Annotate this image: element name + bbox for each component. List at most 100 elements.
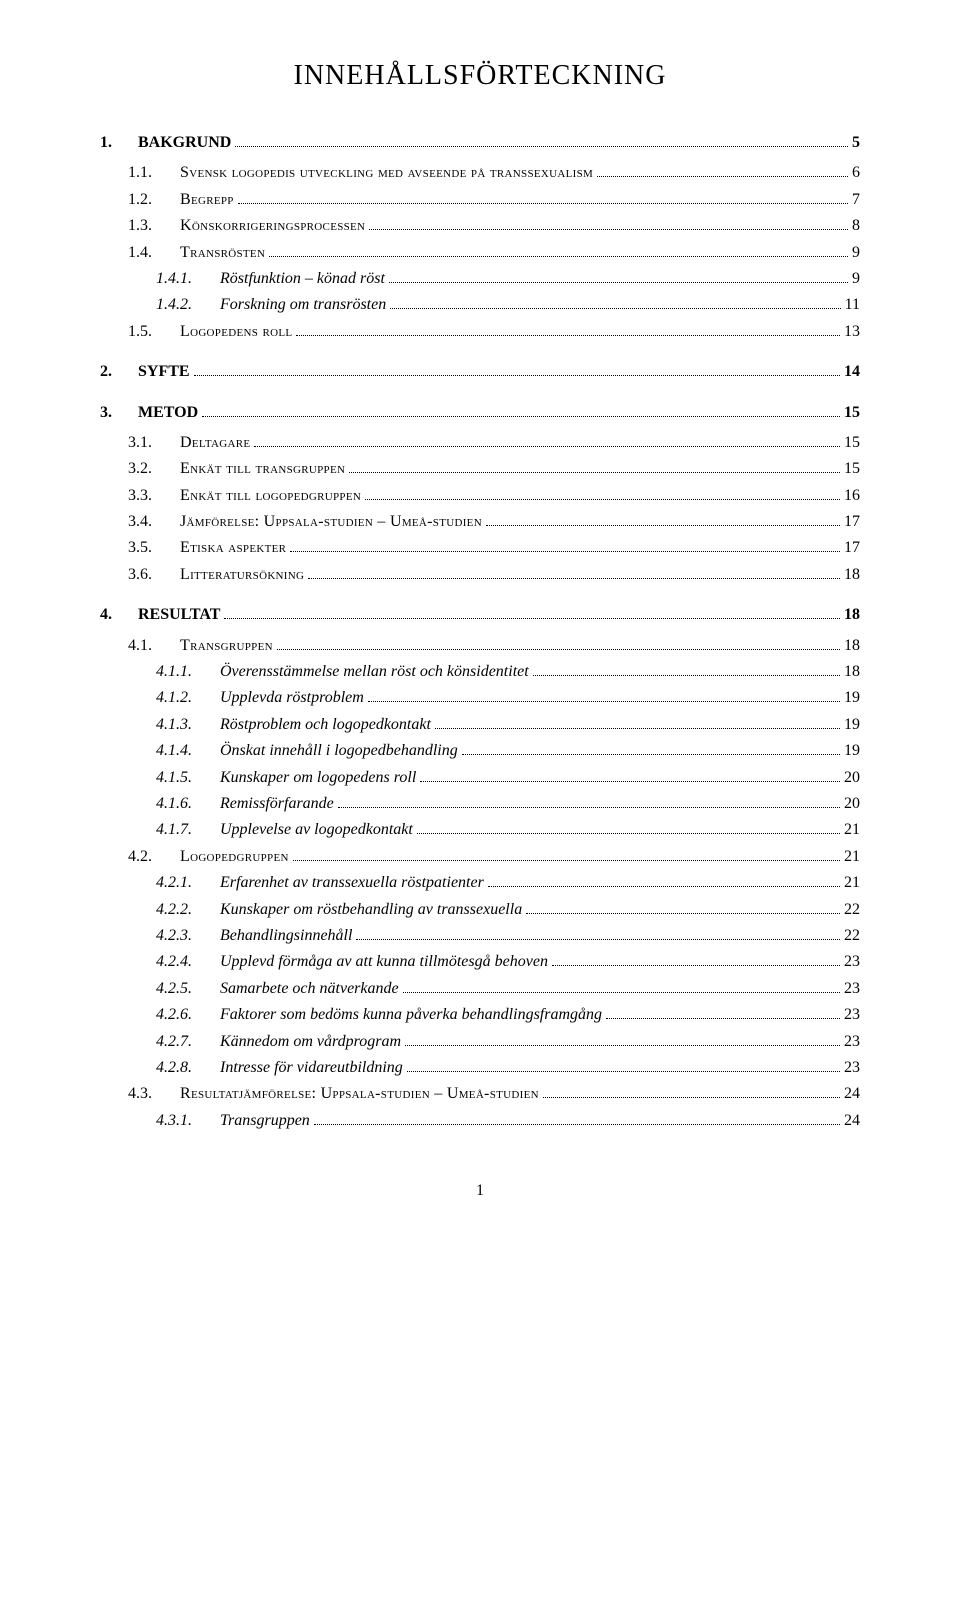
toc-entry-number: 4.1.3. xyxy=(156,712,210,738)
toc-entry-page: 23 xyxy=(844,1055,860,1081)
toc-entry-page: 13 xyxy=(844,319,860,345)
toc-entry-page: 21 xyxy=(844,817,860,843)
toc-leader-dots xyxy=(368,701,840,702)
toc-entry: 4.2.5. Samarbete och nätverkande 23 xyxy=(156,976,860,1002)
toc-entry: 4.2.6.Faktorer som bedöms kunna påverka … xyxy=(156,1002,860,1028)
toc-entry-number: 1.1. xyxy=(128,160,170,186)
toc-leader-dots xyxy=(435,728,840,729)
toc-entry-number: 4.1. xyxy=(128,633,170,659)
toc-entry-page: 21 xyxy=(844,844,860,870)
toc-entry-page: 20 xyxy=(844,791,860,817)
toc-entry-page: 21 xyxy=(844,870,860,896)
toc-entry-label: METOD xyxy=(138,400,198,426)
toc-entry-number: 4.2.2. xyxy=(156,897,210,923)
toc-entry-number: 3.6. xyxy=(128,562,170,588)
toc-entry: 2.SYFTE14 xyxy=(100,359,860,385)
toc-entry-label: Samarbete och nätverkande xyxy=(220,976,399,1002)
toc-leader-dots xyxy=(606,1018,840,1019)
toc-entry-label: Transgruppen xyxy=(180,633,273,659)
toc-entry-number: 3.2. xyxy=(128,456,170,482)
toc-entry-label: Begrepp xyxy=(180,187,234,213)
toc-entry-page: 5 xyxy=(852,130,860,156)
toc-leader-dots xyxy=(417,833,840,834)
toc-entry-number: 4.1.1. xyxy=(156,659,210,685)
toc-leader-dots xyxy=(308,578,840,579)
toc-leader-dots xyxy=(338,807,840,808)
toc-entry: 4.RESULTAT18 xyxy=(100,602,860,628)
toc-entry-page: 19 xyxy=(844,712,860,738)
toc-entry-number: 3.5. xyxy=(128,535,170,561)
toc-entry-label: Enkät till transgruppen xyxy=(180,456,345,482)
toc-entry-number: 4.1.7. xyxy=(156,817,210,843)
toc-entry: 4.2.1.Erfarenhet av transsexuella röstpa… xyxy=(156,870,860,896)
toc-entry: 3.3.Enkät till logopedgruppen16 xyxy=(128,483,860,509)
toc-leader-dots xyxy=(254,446,840,447)
toc-entry-label: Önskat innehåll i logopedbehandling xyxy=(220,738,458,764)
toc-entry: 4.2.4.Upplevd förmåga av att kunna tillm… xyxy=(156,949,860,975)
toc-entry-number: 4.2. xyxy=(128,844,170,870)
toc-entry-number: 2. xyxy=(100,359,128,385)
page-number: 1 xyxy=(100,1182,860,1200)
toc-entry-number: 1.4.1. xyxy=(156,266,210,292)
toc-leader-dots xyxy=(488,886,840,887)
toc-entry-label: Könskorrigeringsprocessen xyxy=(180,213,365,239)
toc-entry-page: 8 xyxy=(852,213,860,239)
toc-leader-dots xyxy=(526,913,840,914)
toc-entry-number: 4. xyxy=(100,602,128,628)
toc-entry-label: Enkät till logopedgruppen xyxy=(180,483,361,509)
toc-entry-label: Forskning om transrösten xyxy=(220,292,386,318)
toc-entry-number: 4.2.5. xyxy=(156,976,210,1002)
toc-leader-dots xyxy=(238,203,848,204)
toc-entry: 4.2.2. Kunskaper om röstbehandling av tra… xyxy=(156,897,860,923)
toc-leader-dots xyxy=(403,992,840,993)
toc-entry-page: 24 xyxy=(844,1081,860,1107)
toc-leader-dots xyxy=(356,939,840,940)
toc-leader-dots xyxy=(552,965,840,966)
toc-entry-page: 17 xyxy=(844,535,860,561)
toc-entry-label: Kunskaper om logopedens roll xyxy=(220,765,416,791)
toc-entry-page: 16 xyxy=(844,483,860,509)
toc-entry: 4.1.2. Upplevda röstproblem 19 xyxy=(156,685,860,711)
toc-entry: 4.1.5.Kunskaper om logopedens roll20 xyxy=(156,765,860,791)
toc-entry-label: Upplevda röstproblem xyxy=(220,685,364,711)
toc-entry-label: Litteratursökning xyxy=(180,562,304,588)
toc-entry-label: Transrösten xyxy=(180,240,265,266)
toc-entry-label: Svensk logopedis utveckling med avseende… xyxy=(180,160,593,186)
toc-entry: 3.1.Deltagare15 xyxy=(128,430,860,456)
toc-entry-page: 17 xyxy=(844,509,860,535)
toc-entry: 4.1.4.Önskat innehåll i logopedbehandlin… xyxy=(156,738,860,764)
toc-leader-dots xyxy=(269,256,848,257)
toc-entry-page: 15 xyxy=(844,400,860,426)
toc-entry: 4.1.7. Upplevelse av logopedkontakt 21 xyxy=(156,817,860,843)
toc-entry-page: 24 xyxy=(844,1108,860,1134)
toc-entry-number: 4.3.1. xyxy=(156,1108,210,1134)
toc-entry-label: Kunskaper om röstbehandling av transsexu… xyxy=(220,897,522,923)
toc-entry-number: 4.2.3. xyxy=(156,923,210,949)
toc-entry-number: 4.2.7. xyxy=(156,1029,210,1055)
toc-entry-number: 3.4. xyxy=(128,509,170,535)
toc-entry: 1.4.2.Forskning om transrösten11 xyxy=(156,292,860,318)
toc-entry-page: 23 xyxy=(844,976,860,1002)
toc-entry: 1.BAKGRUND5 xyxy=(100,130,860,156)
toc-entry: 4.1.Transgruppen18 xyxy=(128,633,860,659)
toc-entry-number: 4.2.8. xyxy=(156,1055,210,1081)
toc-entry-page: 18 xyxy=(844,659,860,685)
toc-entry-page: 19 xyxy=(844,738,860,764)
toc-entry: 4.2.8.Intresse för vidareutbildning23 xyxy=(156,1055,860,1081)
toc-entry-label: Erfarenhet av transsexuella röstpatiente… xyxy=(220,870,484,896)
toc-entry-number: 4.1.2. xyxy=(156,685,210,711)
toc-leader-dots xyxy=(533,675,840,676)
toc-entry-page: 19 xyxy=(844,685,860,711)
toc-entry: 1.4.Transrösten9 xyxy=(128,240,860,266)
toc-leader-dots xyxy=(389,282,848,283)
toc-entry-label: Upplevd förmåga av att kunna tillmötesgå… xyxy=(220,949,548,975)
toc-leader-dots xyxy=(390,308,840,309)
toc-entry-number: 1. xyxy=(100,130,128,156)
toc-entry-label: Deltagare xyxy=(180,430,250,456)
toc-leader-dots xyxy=(349,472,840,473)
toc-entry-number: 4.3. xyxy=(128,1081,170,1107)
toc-entry-number: 4.1.6. xyxy=(156,791,210,817)
toc-entry-label: Upplevelse av logopedkontakt xyxy=(220,817,413,843)
toc-entry-label: Resultatjämförelse: Uppsala-studien – Um… xyxy=(180,1081,539,1107)
toc-leader-dots xyxy=(486,525,840,526)
